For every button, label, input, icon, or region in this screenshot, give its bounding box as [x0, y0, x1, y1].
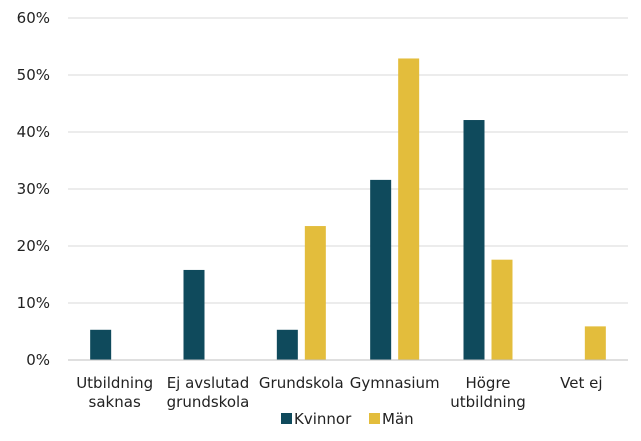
bar-man [304, 226, 326, 360]
legend-swatch [281, 413, 292, 424]
bar-man [584, 326, 606, 360]
y-tick-label: 40% [17, 123, 50, 141]
bar-kvinnor [370, 179, 392, 360]
x-category-label: Utbildning saknas [76, 374, 153, 411]
bar-man [398, 58, 420, 360]
x-category-label: Ej avslutad grundskola [167, 374, 250, 411]
y-tick-label: 20% [17, 237, 50, 255]
y-tick-label: 0% [26, 351, 50, 369]
gridlines [68, 17, 628, 304]
bar-kvinnor [90, 329, 112, 360]
x-category-label: Högre utbildning [450, 374, 525, 411]
y-axis-ticks: 0% 10% 20% 30% 40% 50% 60% [17, 9, 50, 369]
legend: Kvinnor Män [281, 410, 414, 428]
x-category-label: Vet ej [560, 374, 602, 392]
y-tick-label: 50% [17, 66, 50, 84]
x-category-label: Grundskola [259, 374, 344, 392]
legend-label: Kvinnor [294, 410, 352, 428]
x-category-label: Gymnasium [350, 374, 440, 392]
bar-kvinnor [183, 269, 205, 360]
bars [90, 58, 606, 360]
y-tick-label: 30% [17, 180, 50, 198]
y-tick-label: 60% [17, 9, 50, 27]
bar-kvinnor [276, 329, 298, 360]
bar-kvinnor [463, 120, 485, 360]
y-tick-label: 10% [17, 294, 50, 312]
legend-label: Män [382, 410, 414, 428]
legend-swatch [369, 413, 380, 424]
bar-man [491, 259, 513, 360]
x-axis-categories: Utbildning saknas Ej avslutad grundskola Gru… [76, 374, 602, 411]
